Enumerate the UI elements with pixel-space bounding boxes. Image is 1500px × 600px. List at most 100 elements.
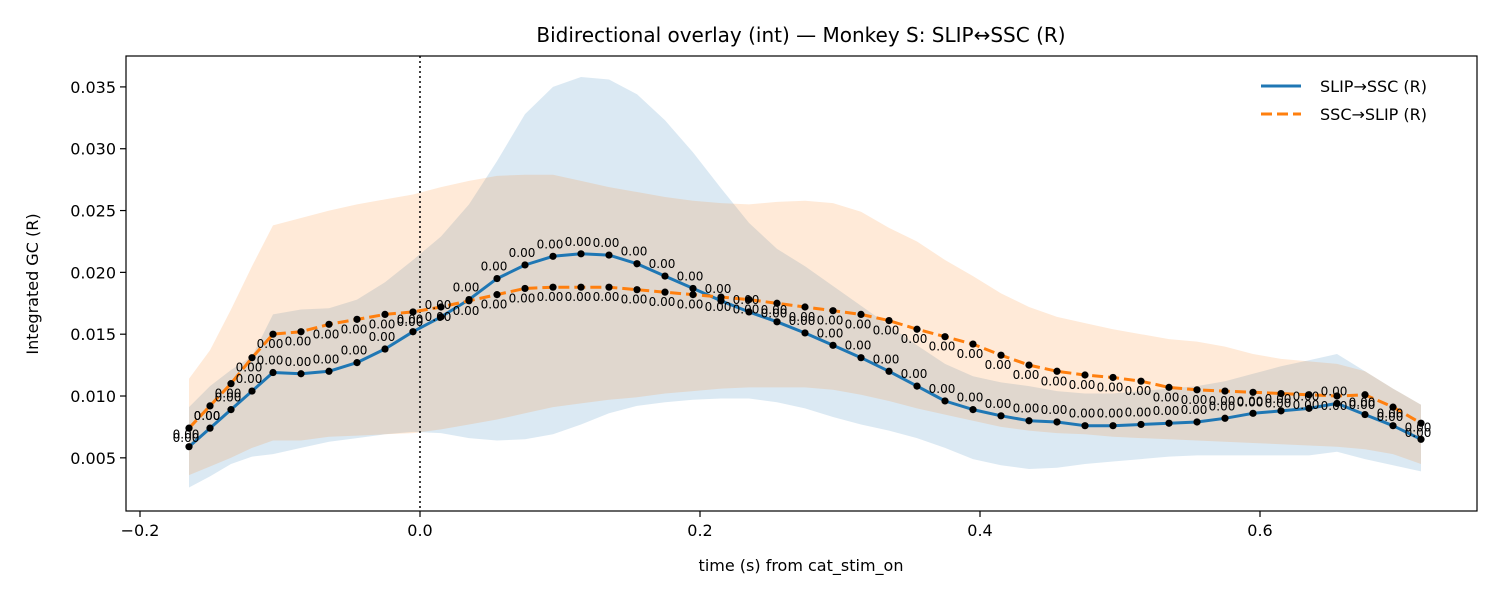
series-0-point [353,359,361,367]
point-label: 0.00 [649,295,676,309]
series-0-point [661,272,669,280]
point-label: 0.00 [565,235,592,249]
x-tick-label: 0.6 [1247,521,1272,540]
series-1-point [1333,392,1341,400]
point-label: 0.00 [1153,404,1180,418]
series-1-point [913,325,921,333]
point-label: 0.00 [817,326,844,340]
series-0-point [801,329,809,337]
series-0-point [913,382,921,390]
point-label: 0.00 [1321,399,1348,413]
point-label: 0.00 [1153,390,1180,404]
series-1-point [997,351,1005,359]
series-0-point [206,424,214,432]
series-0-point [885,367,893,375]
point-label: 0.00 [1069,407,1096,421]
series-1-point [1221,387,1229,395]
series-0-point [1025,417,1033,425]
point-label: 0.00 [1377,407,1404,421]
point-label: 0.00 [1377,410,1404,424]
point-labels: 0.000.000.000.000.00 0.00 0.000.000.000.00… [173,235,1432,445]
series-1-point [577,283,585,291]
point-label: 0.00 [733,293,760,307]
point-label: 0.00 [509,246,536,260]
series-lines [187,252,1422,448]
series-1-band [189,174,1421,476]
point-label: 0.00 [369,317,396,331]
series-0-point [227,406,235,414]
y-tick-label: 0.015 [70,325,116,344]
point-label: 0.00 [649,257,676,271]
series-0-point [1109,422,1117,430]
point-label: 0.00 [1125,384,1152,398]
point-label: 0.00 [313,352,340,366]
series-0-point [1417,435,1425,443]
point-label: 0.00 [1069,378,1096,392]
series-1-point [353,315,361,323]
y-tick-label: 0.005 [70,449,116,468]
point-label: 0.00 [705,300,732,314]
series-1-point [325,320,333,328]
point-label: 0.00 [761,306,788,320]
y-axis-label: Integrated GC (R) [23,213,42,354]
series-0-point [1193,418,1201,426]
series-1-point [409,308,417,316]
point-label: 0.00 [1013,402,1040,416]
point-label: 0.00 [215,387,242,401]
point-label: 0.00 [453,281,480,295]
series-0-point [437,313,445,321]
point-label: 0.00 [397,313,424,327]
point-label: 0.00 [257,337,284,351]
series-1-point [605,283,613,291]
point-label: 0.00 [173,431,200,445]
point-label: 0.00 [705,282,732,296]
series-1-point [1361,391,1369,399]
point-label: 0.00 [1265,392,1292,406]
x-tick-label: −0.2 [121,521,160,540]
point-label: 0.00 [481,298,508,312]
series-1-point [1277,389,1285,398]
point-label: 0.00 [929,382,956,396]
series-1-point [801,303,809,311]
series-0-point [577,250,585,258]
series-0-point [1389,422,1397,430]
point-label: 0.00 [621,293,648,307]
series-0-line [188,252,1422,448]
series-0-point [185,443,193,451]
series-1-point [1137,377,1145,385]
point-label: 0.00 [1209,394,1236,408]
series-0-point [1249,409,1257,417]
point-label: 0.00 [425,298,452,312]
x-axis-ticks: −0.2 0.0 0.2 0.4 0.6 [121,511,1273,540]
series-1-point [969,340,977,348]
series-1-point [549,283,557,291]
y-tick-label: 0.025 [70,202,116,221]
series-1-point [941,333,949,341]
point-label: 0.00 [733,303,760,317]
series-1-point [493,291,501,299]
legend: SLIP→SSC (R) SSC→SLIP (R) [1261,77,1427,124]
point-label: 0.00 [873,352,900,366]
x-tick-label: 0.2 [687,521,712,540]
series-1-point [1249,388,1257,396]
point-label: 0.00 [1321,384,1348,398]
series-0-point [997,412,1005,420]
series-0-point [409,328,417,336]
y-tick-label: 0.035 [70,78,116,97]
point-label: 0.00 [1293,398,1320,412]
series-0-point [493,274,501,283]
point-label: 0.00 [985,358,1012,372]
series-0-point [297,370,305,378]
point-label: 0.00 [257,354,284,368]
point-label: 0.00 [1405,426,1432,440]
point-label: 0.00 [1013,368,1040,382]
series-1-point [717,293,725,301]
point-label: 0.00 [1097,380,1124,394]
point-label: 0.00 [621,245,648,259]
series-0-point [605,251,613,259]
series-1-point [269,330,277,338]
point-label: 0.00 [845,339,872,353]
point-label: 0.00 [236,361,263,375]
series-0-point [325,367,333,375]
point-label: 0.00 [1209,399,1236,413]
